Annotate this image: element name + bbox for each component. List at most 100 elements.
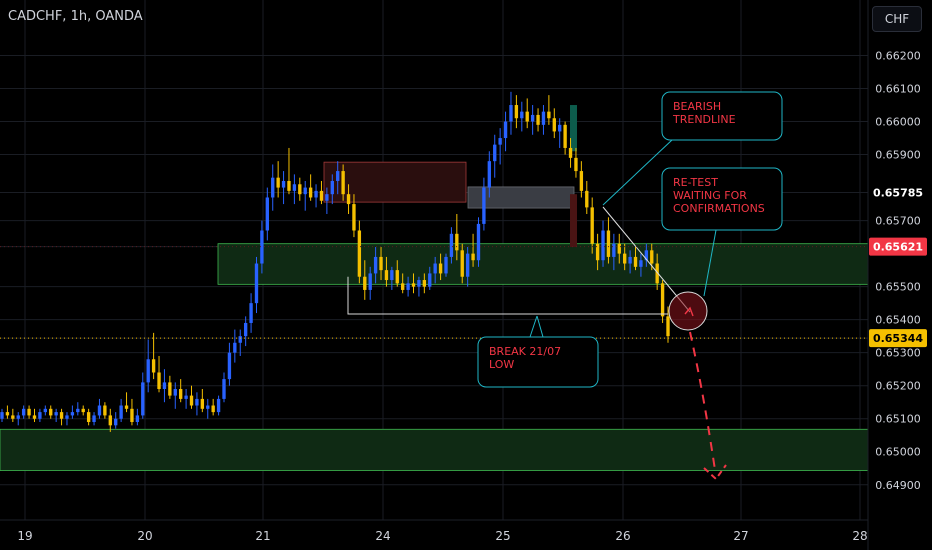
candle [254, 256, 259, 314]
candle-body [130, 408, 134, 423]
candle [216, 395, 221, 416]
candle-body [76, 408, 80, 413]
candle-body [298, 184, 302, 195]
candle-body [146, 359, 150, 383]
drawings [0, 206, 868, 481]
position-tool-red [570, 194, 577, 248]
price-label-bg [869, 237, 927, 256]
candle-body [314, 190, 318, 198]
projection-arrow-head [703, 464, 727, 481]
break-pointer-right [529, 315, 538, 338]
candle [135, 408, 140, 426]
candle-body [384, 270, 389, 281]
candle [151, 332, 156, 380]
candle [368, 266, 372, 300]
candle [433, 256, 437, 284]
candle-body [254, 263, 259, 304]
candle-body [325, 194, 329, 201]
candle [482, 177, 486, 231]
candle-body [119, 405, 123, 419]
candle [628, 250, 632, 274]
bearish-pointer [602, 139, 673, 206]
candle [401, 273, 405, 294]
candle-body [21, 408, 26, 416]
retest-circle-arrow [684, 306, 694, 317]
candle [498, 128, 502, 165]
candle-body [428, 273, 432, 287]
price-label: 0.65785 [873, 187, 923, 200]
candle-body [471, 253, 475, 261]
candle-body [373, 256, 378, 274]
candle [357, 220, 362, 284]
candle-body [211, 405, 215, 413]
candle [363, 260, 367, 300]
candle-body [319, 190, 324, 201]
candle [563, 121, 567, 155]
candle-body [249, 303, 253, 323]
retest-pointer [703, 229, 717, 297]
candle-body [650, 250, 654, 264]
candle-body [509, 105, 513, 122]
break-low-line [347, 276, 668, 315]
price-label-bg [869, 329, 927, 348]
candle [200, 389, 205, 413]
candle-body [525, 111, 529, 122]
candle-body [558, 124, 562, 132]
y-tick-label: 0.64900 [875, 479, 921, 492]
candle [5, 405, 10, 419]
candle-body [195, 398, 199, 406]
candle [460, 243, 464, 284]
currency-label: CHF [884, 12, 910, 26]
candle [130, 398, 134, 426]
candle-body [460, 250, 464, 277]
candle [568, 138, 573, 168]
candle [341, 164, 345, 201]
candle [81, 405, 85, 416]
candle-body [585, 190, 589, 208]
candle [227, 342, 232, 386]
candle-body [135, 415, 140, 423]
candle-body [54, 412, 58, 416]
candle-body [422, 280, 427, 287]
candle [70, 405, 75, 419]
candle-body [368, 273, 372, 290]
candle [373, 247, 378, 284]
candle-body [330, 180, 334, 195]
candle [487, 151, 491, 198]
candle-body [303, 187, 307, 195]
candle-body [563, 124, 567, 148]
candle [390, 266, 394, 290]
candle-body [417, 280, 421, 287]
currency-button[interactable]: CHF [872, 6, 922, 32]
candle [233, 329, 237, 363]
candle [455, 213, 459, 261]
candle [493, 134, 497, 178]
y-tick-label: 0.65900 [875, 149, 921, 162]
support-zone-lower [0, 428, 869, 471]
price-label: 0.65621 [873, 241, 923, 254]
zones [0, 105, 869, 471]
candle-body [16, 415, 20, 419]
bearish-trendline-callout-text: TRENDLINE [672, 113, 736, 126]
candle-body [292, 184, 297, 191]
candle-body [357, 230, 362, 277]
candle [406, 276, 410, 297]
candle [38, 408, 42, 423]
candle-body [444, 256, 448, 274]
bearish-trendline-callout-text: BEARISH [673, 100, 721, 113]
y-tick-label: 0.65300 [875, 347, 921, 360]
candle-body [612, 243, 616, 257]
candle [281, 171, 286, 205]
candle [314, 184, 318, 208]
candle-body [606, 230, 611, 257]
break-pointer-left [536, 315, 544, 338]
candle [16, 412, 20, 426]
candle-body [179, 389, 183, 399]
candles [0, 91, 670, 432]
candle-body [655, 263, 659, 284]
candle-body [336, 171, 340, 181]
y-tick-label: 0.65100 [875, 413, 921, 426]
